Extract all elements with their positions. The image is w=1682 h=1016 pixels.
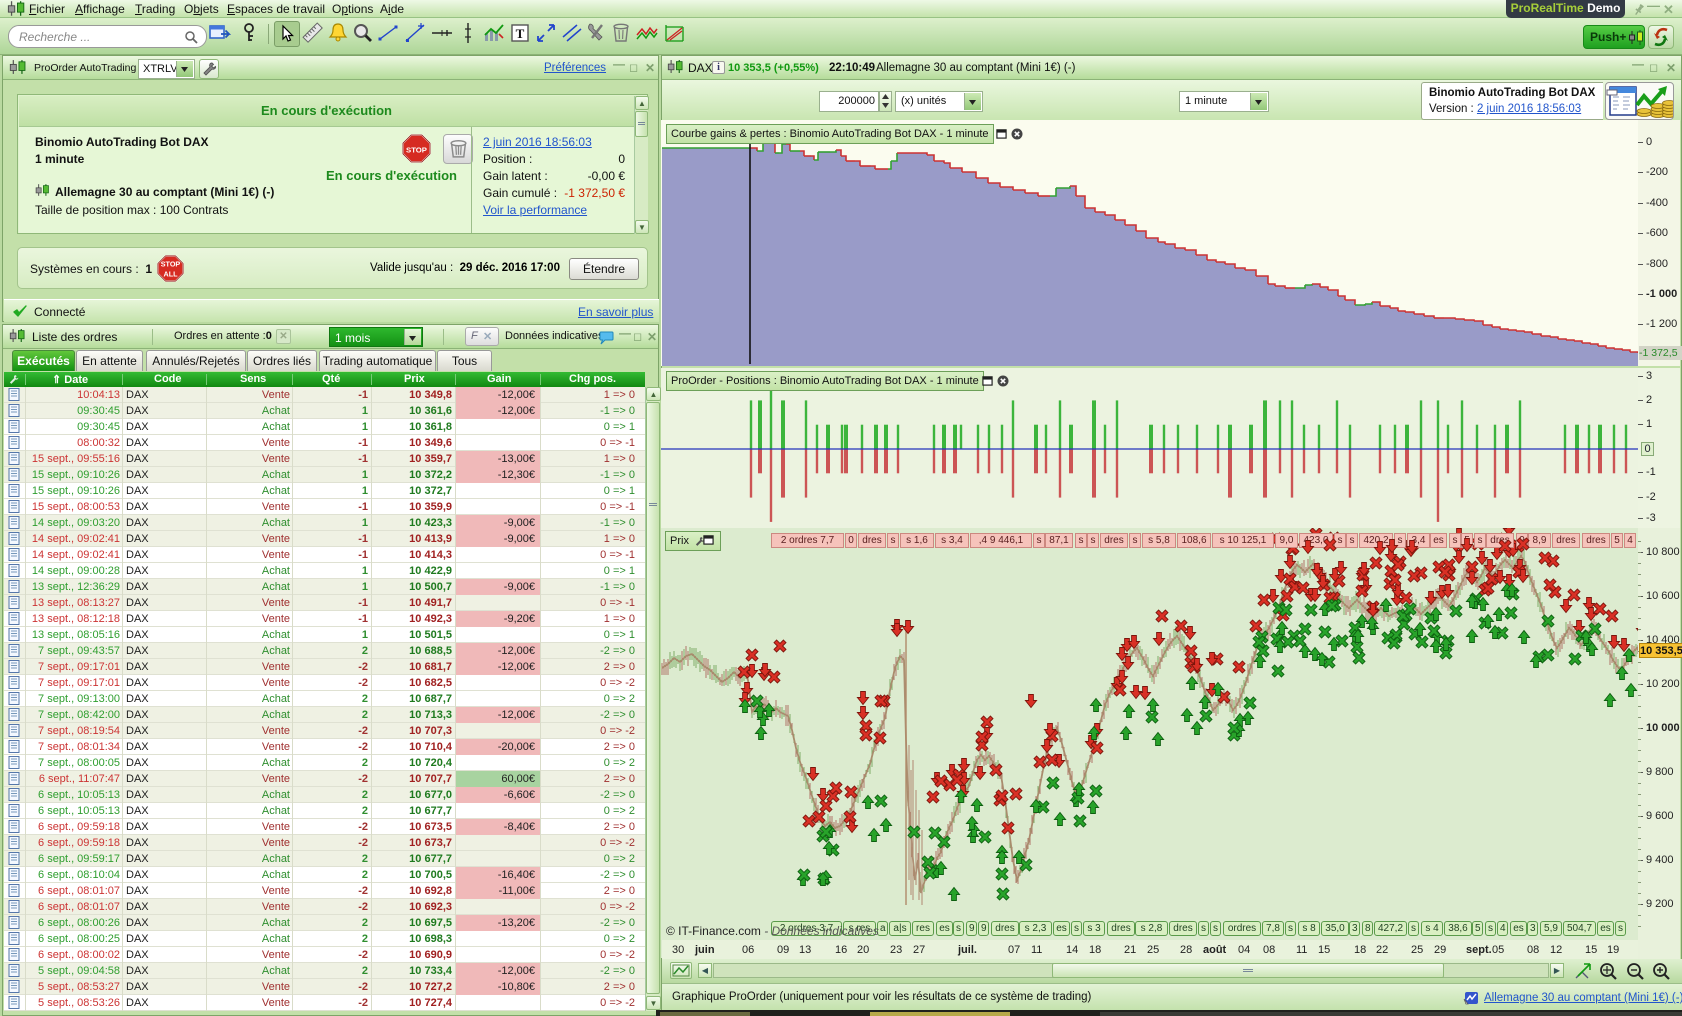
svg-text:T: T [516,26,525,41]
svg-text:STOP: STOP [161,260,181,269]
svg-text:ALL: ALL [164,270,179,279]
svg-text:STOP: STOP [406,145,427,154]
